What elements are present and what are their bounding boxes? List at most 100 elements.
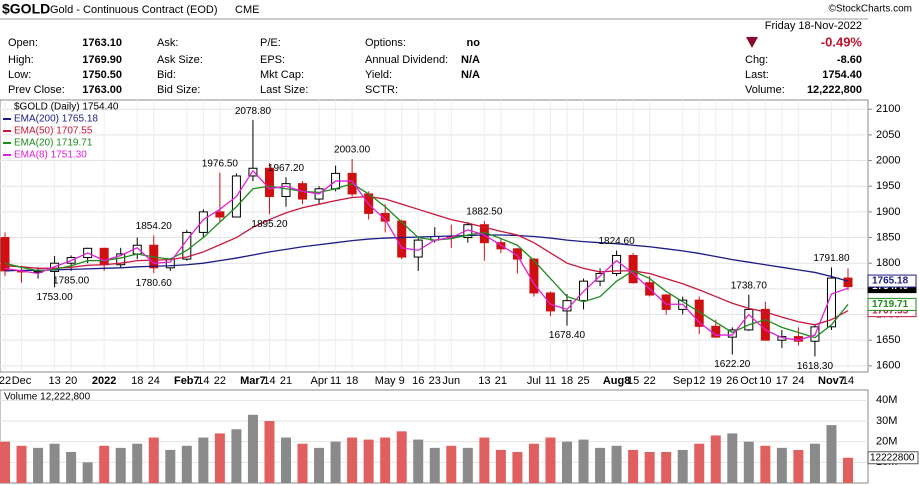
volume-bar <box>247 414 258 483</box>
x-tick-label: 13 <box>48 375 60 387</box>
quote-value: 1754.40 <box>822 69 862 81</box>
candle-body <box>380 212 390 222</box>
price-annotation: 1785.00 <box>53 276 90 287</box>
price-tag-label: 1765.18 <box>872 276 909 287</box>
volume-bar <box>330 441 341 483</box>
x-tick-label: 20 <box>65 375 77 387</box>
price-annotation: 1738.70 <box>731 280 768 291</box>
x-tick-label: Nov7 <box>818 375 845 387</box>
legend-entry: EMA(8) 1751.30 <box>14 150 87 161</box>
y-tick-label: 30M <box>876 415 897 427</box>
price-annotation: 2003.00 <box>334 145 371 156</box>
volume-bar <box>528 443 539 483</box>
volume-bar <box>843 457 853 483</box>
x-tick-label: May <box>375 375 396 387</box>
quote-label: P/E: <box>260 37 281 49</box>
x-tick-label: 10 <box>759 375 771 387</box>
volume-bar <box>743 441 754 483</box>
candle-body <box>727 329 737 338</box>
legend-entry: EMA(20) 1719.71 <box>14 138 93 149</box>
candle-body <box>165 258 175 269</box>
volume-bar <box>231 429 242 483</box>
volume-bar <box>347 437 358 483</box>
down-arrow <box>746 37 758 48</box>
x-tick-label: Mar7 <box>240 375 266 387</box>
volume-bar <box>611 445 622 483</box>
legend-entry: EMA(50) 1707.55 <box>14 126 93 137</box>
quote-value: N/A <box>461 69 480 81</box>
x-tick-label: 14 <box>842 375 854 387</box>
candle-body <box>264 167 274 197</box>
candle-body <box>281 183 291 197</box>
y-tick-label: 1800 <box>876 257 900 269</box>
candle-body <box>694 299 704 327</box>
price-annotation: 1780.60 <box>136 278 173 289</box>
x-tick-label: 18 <box>346 375 358 387</box>
candle-body <box>215 211 225 218</box>
x-tick-label: 16 <box>412 375 424 387</box>
y-tick-label: 1850 <box>876 231 900 243</box>
quote-label: Last Size: <box>260 84 308 96</box>
quote-value: 1750.50 <box>82 69 122 81</box>
volume-bar <box>710 435 721 483</box>
quote-date: Friday 18-Nov-2022 <box>765 20 862 32</box>
quote-value: 1769.90 <box>82 54 122 66</box>
volume-bar <box>661 452 672 483</box>
quote-label: Ask Size: <box>157 54 203 66</box>
volume-bar <box>16 445 27 483</box>
volume-bar <box>0 441 10 483</box>
volume-bar <box>363 439 374 483</box>
x-tick-label: 22 <box>214 375 226 387</box>
x-tick-label: 22 <box>644 375 656 387</box>
quote-label: Last: <box>745 69 769 81</box>
x-tick-label: 18 <box>561 375 573 387</box>
x-tick-label: Feb7 <box>174 375 200 387</box>
x-tick-label: 21 <box>495 375 507 387</box>
volume-bar <box>181 445 192 483</box>
candle-body <box>198 211 208 233</box>
instrument-name: Gold - Continuous Contract (EOD) <box>50 4 218 16</box>
x-tick-label: 17 <box>776 375 788 387</box>
volume-bar <box>462 447 473 483</box>
y-tick-label: 40M <box>876 394 897 406</box>
volume-bar <box>132 443 143 483</box>
volume-bar <box>198 437 209 483</box>
volume-bar <box>49 443 60 483</box>
y-tick-label: 1600 <box>876 360 900 372</box>
candle-body <box>116 253 126 266</box>
candle-body <box>760 308 770 341</box>
price-panel <box>0 99 869 373</box>
x-tick-label: Oct <box>740 375 757 387</box>
quote-label: Annual Dividend: <box>365 54 448 66</box>
price-annotation: 1854.20 <box>136 221 173 232</box>
volume-bar <box>578 439 589 483</box>
volume-bar <box>628 449 639 483</box>
legend-entry: $GOLD (Daily) 1754.40 <box>14 102 119 113</box>
ema-line <box>4 234 849 282</box>
price-annotation: 1895.20 <box>251 219 288 230</box>
volume-bar <box>545 437 556 483</box>
x-tick-label: 25 <box>577 375 589 387</box>
quote-value: -8.60 <box>837 54 862 66</box>
x-tick-label: Dec <box>12 375 32 387</box>
volume-tag-label: 12222800 <box>870 452 915 463</box>
quote-label: Open: <box>8 37 38 49</box>
price-annotation: 1882.50 <box>466 207 503 218</box>
candle-body <box>545 292 555 312</box>
legend-entry: EMA(200) 1765.18 <box>14 114 98 125</box>
x-tick-label: 14 <box>263 375 275 387</box>
y-tick-label: 1900 <box>876 206 900 218</box>
volume-bar <box>776 447 787 483</box>
volume-bar <box>281 437 291 483</box>
x-tick-label: 21 <box>280 375 292 387</box>
volume-bar <box>512 452 523 483</box>
volume-bar <box>446 445 457 483</box>
volume-bar <box>99 445 110 483</box>
quote-label: Ask: <box>157 37 178 49</box>
x-tick-label: 9 <box>399 375 405 387</box>
price-annotation: 1678.40 <box>549 330 586 341</box>
quote-label: Yield: <box>365 69 392 81</box>
volume-bar <box>66 452 77 483</box>
